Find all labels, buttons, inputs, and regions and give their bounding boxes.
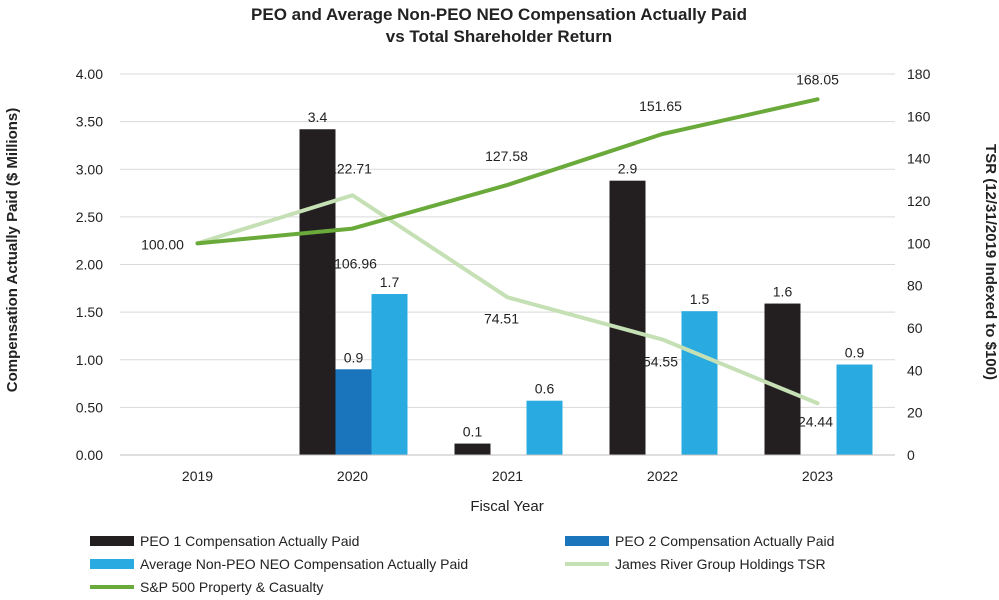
line-point — [196, 241, 199, 245]
line-point — [351, 193, 354, 197]
bar — [764, 303, 801, 455]
legend-label: Average Non-PEO NEO Compensation Actuall… — [140, 556, 468, 572]
y2-tick-label: 140 — [907, 151, 931, 167]
bar — [299, 129, 336, 455]
series-line — [195, 97, 820, 246]
line-point — [816, 97, 819, 101]
line-point — [816, 401, 819, 405]
bar-data-label: 0.9 — [344, 349, 364, 365]
legend-swatch — [565, 536, 609, 546]
bar-data-label: 1.6 — [773, 284, 793, 300]
x-axis-title: Fiscal Year — [470, 498, 543, 515]
bar-data-label: 0.1 — [463, 424, 483, 440]
line-point — [506, 295, 509, 299]
legend-label: James River Group Holdings TSR — [615, 556, 826, 572]
legend-swatch — [90, 536, 134, 546]
y-axis-title: Compensation Actually Paid ($ Millions) — [4, 108, 21, 392]
bar — [526, 400, 563, 455]
legend-label: PEO 2 Compensation Actually Paid — [615, 533, 834, 549]
bar-series — [299, 129, 873, 455]
legend: PEO 1 Compensation Actually Paid PEO 2 Co… — [90, 533, 834, 595]
y2-tick-label: 180 — [907, 66, 931, 82]
bar-data-label: 3.4 — [308, 109, 328, 125]
series-line — [195, 193, 820, 406]
y-tick-label: 2.00 — [76, 257, 103, 273]
line-data-label: 100.00 — [141, 236, 184, 252]
y-tick-label: 4.00 — [76, 66, 103, 82]
bar — [371, 294, 408, 455]
bar — [836, 364, 873, 455]
data-labels: 3.4 0.1 2.9 1.6 0.9 1.7 0.6 1.5 0.9 100.00 122.71 7… — [141, 71, 864, 439]
line-data-label: 106.96 — [334, 256, 377, 272]
y-tick-label: 0.00 — [76, 447, 103, 463]
line-data-label: 151.65 — [639, 98, 682, 114]
chart-title-line-2: vs Total Shareholder Return — [386, 27, 612, 46]
y-tick-label: 2.50 — [76, 209, 103, 225]
line-data-label: 122.71 — [329, 160, 372, 176]
y-tick-label: 3.50 — [76, 114, 103, 130]
y-tick-label: 0.50 — [76, 399, 103, 415]
y2-tick-label: 100 — [907, 235, 931, 251]
y2-tick-label: 80 — [907, 278, 923, 294]
y2-tick-label: 40 — [907, 362, 923, 378]
x-tick-label: 2020 — [337, 468, 368, 484]
bar-data-label: 0.6 — [535, 381, 555, 397]
x-tick-label: 2022 — [647, 468, 678, 484]
line-point — [661, 132, 664, 136]
y2-tick-label: 60 — [907, 320, 923, 336]
y2-tick-label: 120 — [907, 193, 931, 209]
x-tick-label: 2021 — [492, 468, 523, 484]
line-series — [195, 97, 820, 406]
bar — [454, 443, 491, 455]
x-tick-label: 2023 — [802, 468, 833, 484]
legend-label: PEO 1 Compensation Actually Paid — [140, 533, 359, 549]
bar-data-label: 1.5 — [690, 291, 710, 307]
line-data-label: 127.58 — [485, 148, 528, 164]
line-data-label: 168.05 — [796, 71, 839, 87]
chart-title-line-1: PEO and Average Non-PEO NEO Compensation… — [251, 5, 747, 24]
bar — [681, 311, 718, 455]
legend-label: S&P 500 Property & Casualty — [140, 579, 323, 595]
y2-tick-label: 20 — [907, 405, 923, 421]
bar-data-label: 1.7 — [380, 274, 400, 290]
bar-data-label: 0.9 — [845, 345, 865, 361]
line-point — [506, 183, 509, 187]
bar — [609, 180, 646, 455]
y2-axis-ticks: 0 20 40 60 80 100 120 140 160 180 — [907, 66, 931, 463]
y-tick-label: 1.50 — [76, 304, 103, 320]
line-point — [351, 227, 354, 231]
bar — [335, 369, 372, 455]
y2-tick-label: 160 — [907, 108, 931, 124]
y-tick-label: 3.00 — [76, 161, 103, 177]
x-tick-label: 2019 — [182, 468, 213, 484]
bar-data-label: 2.9 — [618, 161, 638, 177]
line-point — [661, 338, 664, 342]
line-data-label: 54.55 — [643, 354, 678, 370]
y2-tick-label: 0 — [907, 447, 915, 463]
legend-swatch — [90, 559, 134, 569]
line-data-label: 74.51 — [484, 310, 519, 326]
y2-axis-title: TSR (12/31/2019 Indexed to $100) — [982, 144, 999, 380]
gridlines — [120, 73, 895, 408]
y-axis-ticks: 0.00 0.50 1.00 1.50 2.00 2.50 3.00 3.50 4.00 — [76, 66, 103, 463]
y-tick-label: 1.00 — [76, 352, 103, 368]
line-data-label: 24.44 — [798, 413, 833, 429]
x-axis-ticks: 2019 2020 2021 2022 2023 — [182, 468, 833, 484]
